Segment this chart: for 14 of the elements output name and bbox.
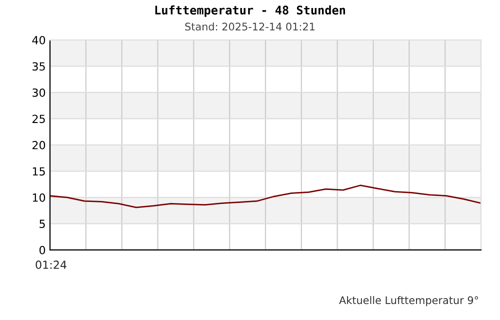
chart-title: Lufttemperatur - 48 Stunden [155,5,346,17]
y-tick-label: 35 [32,62,45,71]
y-tick-label: 10 [32,193,46,202]
y-tick-label: 15 [32,167,45,176]
chart-subtitle: Stand: 2025-12-14 01:21 [185,22,315,31]
y-tick-label: 40 [32,36,46,44]
y-tick-label: 5 [40,220,45,228]
text: Aktuelle Lufttemperatur 9° [339,296,478,306]
y-tick-label: 20 [32,140,46,150]
y-tick-label: 30 [32,88,46,97]
line-series [50,184,481,208]
text: 01:24 [36,260,66,269]
y-tick-label: 0 [39,246,46,254]
y-tick-label: 25 [32,114,45,124]
